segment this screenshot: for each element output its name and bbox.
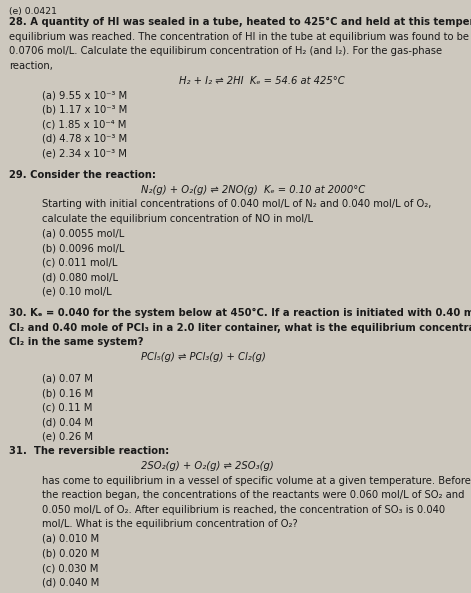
Text: (e) none of these: (e) none of these: [42, 592, 128, 593]
Text: (e) 2.34 x 10⁻³ M: (e) 2.34 x 10⁻³ M: [42, 149, 127, 158]
Text: (c) 0.011 mol/L: (c) 0.011 mol/L: [42, 257, 118, 267]
Text: (e) 0.0421: (e) 0.0421: [9, 7, 57, 16]
Text: (b) 0.0096 mol/L: (b) 0.0096 mol/L: [42, 243, 125, 253]
Text: (a) 9.55 x 10⁻³ M: (a) 9.55 x 10⁻³ M: [42, 90, 128, 100]
Text: (c) 1.85 x 10⁻⁴ M: (c) 1.85 x 10⁻⁴ M: [42, 119, 127, 129]
Text: reaction,: reaction,: [9, 61, 53, 71]
Text: H₂ + I₂ ⇌ 2HI  Kₑ = 54.6 at 425°C: H₂ + I₂ ⇌ 2HI Kₑ = 54.6 at 425°C: [179, 76, 345, 85]
Text: N₂(g) + O₂(g) ⇌ 2NO(g)  Kₑ = 0.10 at 2000°C: N₂(g) + O₂(g) ⇌ 2NO(g) Kₑ = 0.10 at 2000…: [141, 184, 365, 195]
Text: calculate the equilibrium concentration of NO in mol/L: calculate the equilibrium concentration …: [42, 214, 313, 224]
Text: (d) 0.040 M: (d) 0.040 M: [42, 578, 100, 588]
Text: (d) 4.78 x 10⁻³ M: (d) 4.78 x 10⁻³ M: [42, 134, 128, 144]
Text: (a) 0.0055 mol/L: (a) 0.0055 mol/L: [42, 228, 125, 238]
Text: (e) 0.10 mol/L: (e) 0.10 mol/L: [42, 287, 112, 296]
Text: (d) 0.080 mol/L: (d) 0.080 mol/L: [42, 272, 118, 282]
Text: Cl₂ in the same system?: Cl₂ in the same system?: [9, 337, 144, 347]
Text: 0.0706 mol/L. Calculate the equilibirum concentration of H₂ (and I₂). For the ga: 0.0706 mol/L. Calculate the equilibirum …: [9, 46, 443, 56]
Text: 0.050 mol/L of O₂. After equilibrium is reached, the concentration of SO₃ is 0.0: 0.050 mol/L of O₂. After equilibrium is …: [42, 505, 446, 515]
Text: 30. Kₑ = 0.040 for the system below at 450°C. If a reaction is initiated with 0.: 30. Kₑ = 0.040 for the system below at 4…: [9, 308, 471, 318]
Text: 29. Consider the reaction:: 29. Consider the reaction:: [9, 170, 156, 180]
Text: 2SO₂(g) + O₂(g) ⇌ 2SO₃(g): 2SO₂(g) + O₂(g) ⇌ 2SO₃(g): [141, 461, 274, 471]
Text: 31.  The reversible reaction:: 31. The reversible reaction:: [9, 447, 170, 457]
Text: PCl₅(g) ⇌ PCl₃(g) + Cl₂(g): PCl₅(g) ⇌ PCl₃(g) + Cl₂(g): [141, 352, 266, 362]
Text: (c) 0.030 M: (c) 0.030 M: [42, 563, 99, 573]
Text: the reaction began, the concentrations of the reactants were 0.060 mol/L of SO₂ : the reaction began, the concentrations o…: [42, 490, 465, 500]
Text: has come to equilibrium in a vessel of specific volume at a given temperature. B: has come to equilibrium in a vessel of s…: [42, 476, 471, 486]
Text: (e) 0.26 M: (e) 0.26 M: [42, 432, 93, 442]
Text: (d) 0.04 M: (d) 0.04 M: [42, 417, 93, 428]
Text: mol/L. What is the equilibrium concentration of O₂?: mol/L. What is the equilibrium concentra…: [42, 519, 298, 530]
Text: (a) 0.010 M: (a) 0.010 M: [42, 534, 99, 544]
Text: Cl₂ and 0.40 mole of PCl₃ in a 2.0 liter container, what is the equilibrium conc: Cl₂ and 0.40 mole of PCl₃ in a 2.0 liter…: [9, 323, 471, 333]
Text: (b) 0.020 M: (b) 0.020 M: [42, 549, 100, 559]
Text: (b) 0.16 M: (b) 0.16 M: [42, 388, 94, 398]
Text: (a) 0.07 M: (a) 0.07 M: [42, 374, 93, 384]
Text: equilibrium was reached. The concentration of HI in the tube at equilibrium was : equilibrium was reached. The concentrati…: [9, 32, 470, 42]
Text: (b) 1.17 x 10⁻³ M: (b) 1.17 x 10⁻³ M: [42, 105, 128, 115]
Text: Starting with initial concentrations of 0.040 mol/L of N₂ and 0.040 mol/L of O₂,: Starting with initial concentrations of …: [42, 199, 432, 209]
Text: 28. A quantity of HI was sealed in a tube, heated to 425°C and held at this temp: 28. A quantity of HI was sealed in a tub…: [9, 17, 471, 27]
Text: (c) 0.11 M: (c) 0.11 M: [42, 403, 93, 413]
